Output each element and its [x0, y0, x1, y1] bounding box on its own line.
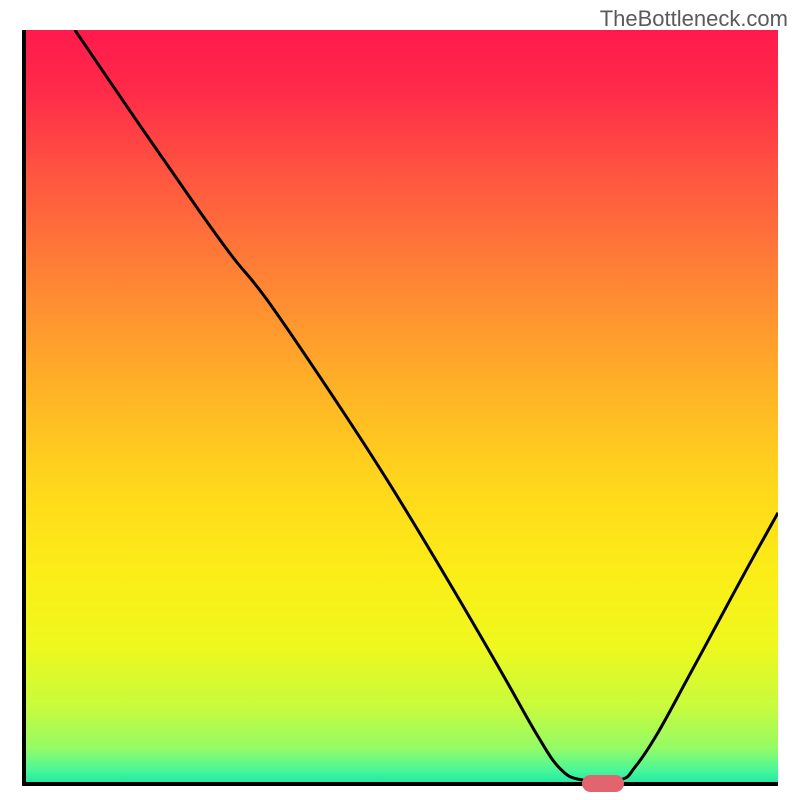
chart-plot-area — [22, 30, 778, 786]
optimal-marker — [582, 775, 624, 792]
chart-container: TheBottleneck.com — [0, 0, 800, 800]
watermark-text: TheBottleneck.com — [600, 6, 788, 32]
curve-line — [26, 30, 778, 782]
